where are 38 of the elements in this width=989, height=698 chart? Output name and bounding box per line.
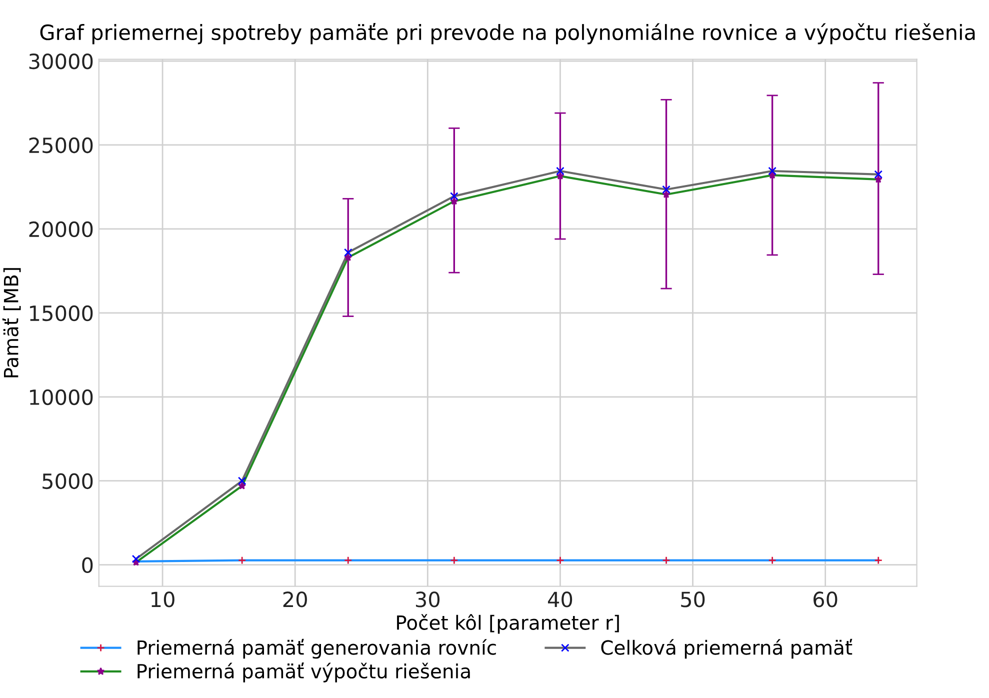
y-tick-label: 5000 (42, 473, 93, 490)
x-tick-label: 30 (416, 592, 440, 608)
legend-label: Priemerná pamäť výpočtu riešenia (138, 662, 470, 682)
point (556, 556, 564, 564)
chart-title: Graf priemernej spotreby pamäťe pri prevode na polynomiálne rovnice a výpočtu riešenia (40, 23, 975, 44)
legend-label: Priemerná pamäť generovania rovníc (138, 638, 496, 659)
point (238, 476, 246, 486)
point (662, 185, 670, 194)
y-tick-label: 15000 (30, 305, 93, 322)
point (238, 556, 246, 564)
point (344, 253, 352, 261)
point (768, 556, 776, 564)
point (132, 554, 140, 564)
y-tick-label: 10000 (30, 389, 93, 406)
x-tick-label: 40 (548, 592, 572, 608)
x-tick-label: 10 (152, 592, 174, 608)
point (874, 556, 883, 564)
point (556, 166, 564, 176)
legend-label: Celková priemerná pamäť (601, 638, 852, 659)
y-tick-label: 20000 (29, 221, 93, 238)
point (662, 556, 670, 564)
point (344, 248, 352, 257)
point (874, 170, 883, 179)
point (450, 197, 458, 205)
x-axis-title: Počet kôl [parameter r] (397, 614, 619, 634)
point (450, 556, 458, 564)
point (450, 192, 458, 200)
y-tick-label: 0 (82, 557, 93, 574)
point (768, 166, 776, 176)
x-tick-label: 50 (681, 592, 705, 608)
y-tick-label: 25000 (29, 137, 93, 154)
x-tick-label: 20 (283, 592, 307, 608)
y-tick-label: 30000 (29, 53, 93, 70)
point (344, 556, 352, 564)
y-axis-title: Pamäť [MB] (2, 268, 21, 378)
point (874, 175, 882, 183)
x-tick-label: 60 (814, 592, 838, 608)
point (238, 482, 246, 490)
